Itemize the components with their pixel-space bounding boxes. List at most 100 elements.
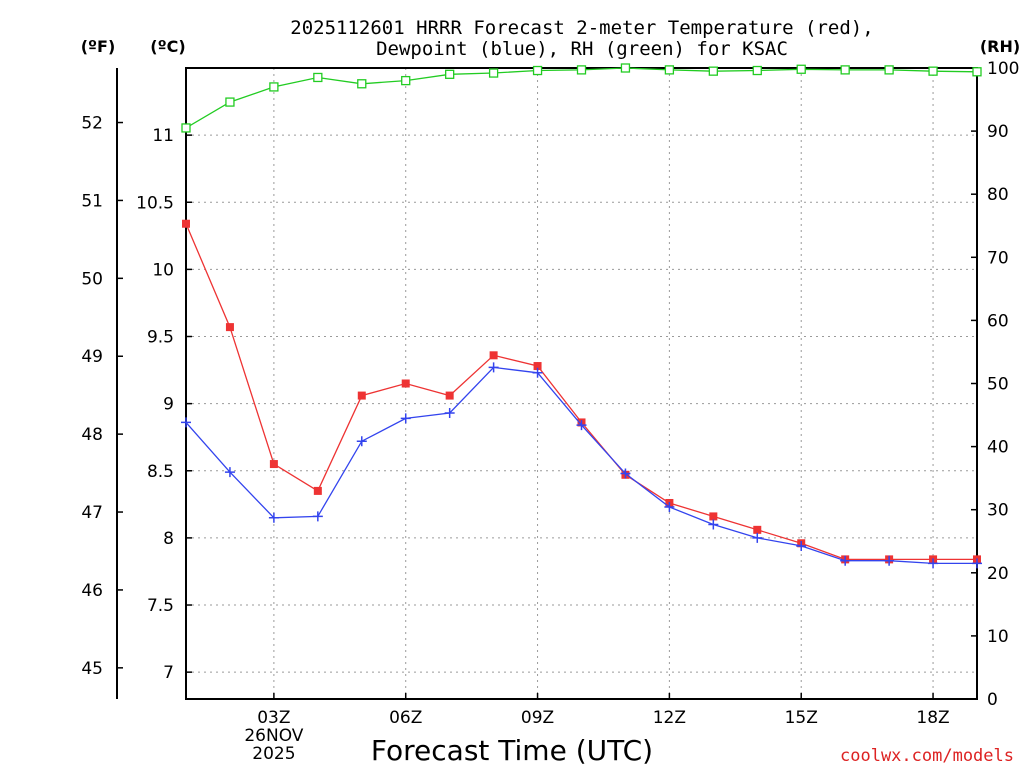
series-rh — [181, 63, 982, 133]
celsius-tick-label: 9 — [163, 395, 174, 415]
rh-line — [185, 67, 978, 129]
rh-tick-label: 100 — [987, 59, 1019, 79]
dewpoint-point — [356, 436, 367, 447]
rh-tick-label: 30 — [987, 501, 1009, 521]
rh-point — [225, 97, 235, 107]
dewpoint-point — [664, 502, 675, 513]
fahrenheit-tick-label: 52 — [81, 114, 103, 134]
rh-point — [357, 79, 367, 89]
temperature-point — [225, 323, 234, 332]
data-series — [181, 63, 982, 569]
series-dewpoint — [181, 362, 982, 569]
celsius-tick-label: 10 — [152, 260, 174, 280]
x-tick-label: 18Z — [916, 708, 949, 728]
temperature-point — [357, 391, 366, 400]
fahrenheit-tick-label: 48 — [81, 425, 103, 445]
plot-frame — [185, 67, 978, 700]
celsius-axis-unit: (ºC) — [150, 37, 185, 56]
dewpoint-point — [576, 420, 587, 431]
fahrenheit-tick-label: 46 — [81, 581, 103, 601]
dewpoint-point — [181, 417, 191, 428]
rh-point — [576, 65, 587, 75]
celsius-tick-label: 11 — [152, 126, 174, 146]
dewpoint-point — [400, 413, 411, 424]
fahrenheit-axis-unit: (ºF) — [81, 37, 116, 56]
dewpoint-point — [312, 511, 323, 522]
rh-point — [972, 67, 982, 77]
rh-axis-unit: (RH) — [980, 37, 1020, 56]
temperature-point — [445, 391, 454, 400]
rh-point — [532, 65, 543, 76]
rh-tick-label: 20 — [987, 564, 1009, 584]
axis-ticks: 7 7.5 8 8.5 9 9.5 10 10.5 11 45 46 47 48 49 50 51 52 0 10 2… — [81, 59, 1019, 764]
dewpoint-point — [972, 558, 982, 569]
rh-point — [884, 65, 894, 75]
x-tick-label: 12Z — [653, 708, 686, 728]
rh-point — [928, 66, 938, 76]
x-tick-label: 09Z — [521, 708, 554, 728]
series-temperature — [182, 219, 981, 564]
celsius-tick-label: 10.5 — [136, 193, 174, 213]
temperature-line — [185, 223, 977, 561]
rh-tick-label: 50 — [987, 375, 1009, 395]
rh-tick-label: 70 — [987, 248, 1009, 268]
rh-point — [796, 64, 806, 74]
x-tick-label: 2025 — [252, 744, 295, 764]
rh-point — [445, 69, 455, 79]
dewpoint-point — [708, 519, 719, 530]
rh-tick-label: 10 — [987, 627, 1009, 647]
chart-title-line-1: 2025112601 HRRR Forecast 2-meter Tempera… — [290, 17, 873, 39]
fahrenheit-tick-label: 50 — [81, 269, 103, 289]
rh-point — [181, 123, 191, 133]
celsius-tick-label: 8 — [163, 529, 174, 549]
rh-point — [488, 68, 499, 78]
grid-lines — [186, 68, 977, 699]
rh-tick-label: 90 — [987, 122, 1009, 142]
dewpoint-point — [620, 468, 631, 479]
rh-point — [840, 65, 850, 75]
temperature-point — [753, 525, 762, 534]
dewpoint-point — [444, 408, 455, 419]
rh-point — [620, 63, 631, 73]
rh-point — [664, 65, 675, 75]
celsius-tick-label: 7 — [163, 663, 174, 683]
temperature-point — [313, 486, 322, 495]
fahrenheit-tick-label: 47 — [81, 503, 103, 523]
rh-point — [401, 75, 411, 86]
fahrenheit-tick-label: 51 — [81, 191, 103, 211]
dewpoint-line — [185, 366, 977, 565]
rh-point — [313, 72, 323, 83]
fahrenheit-tick-label: 49 — [81, 347, 103, 367]
dewpoint-point — [224, 467, 235, 478]
x-tick-label: 03Z — [257, 708, 290, 728]
temperature-point — [182, 219, 190, 228]
x-tick-label: 26NOV — [244, 726, 303, 746]
temperature-point — [269, 460, 278, 469]
dewpoint-point — [752, 532, 763, 543]
rh-tick-label: 0 — [987, 690, 998, 710]
rh-tick-label: 80 — [987, 185, 1009, 205]
rh-point — [708, 66, 718, 76]
temperature-point — [709, 512, 718, 521]
dewpoint-point — [884, 555, 895, 566]
dewpoint-point — [840, 555, 851, 566]
chart-title-line-2: Dewpoint (blue), RH (green) for KSAC — [376, 38, 788, 60]
dewpoint-point — [796, 540, 807, 551]
temperature-point — [533, 362, 542, 371]
rh-point — [752, 65, 762, 76]
celsius-tick-label: 9.5 — [147, 328, 174, 348]
dewpoint-point — [488, 362, 499, 373]
rh-tick-label: 60 — [987, 311, 1009, 331]
celsius-tick-label: 8.5 — [147, 462, 174, 482]
source-credit: coolwx.com/models — [840, 746, 1014, 766]
x-tick-label: 06Z — [389, 708, 422, 728]
temperature-point — [401, 379, 410, 388]
dewpoint-point — [532, 367, 543, 378]
fahrenheit-tick-label: 45 — [81, 659, 103, 679]
rh-tick-label: 40 — [987, 438, 1009, 458]
dewpoint-point — [928, 558, 939, 569]
celsius-tick-label: 7.5 — [147, 596, 174, 616]
temperature-point — [489, 351, 498, 360]
dewpoint-point — [268, 512, 279, 523]
